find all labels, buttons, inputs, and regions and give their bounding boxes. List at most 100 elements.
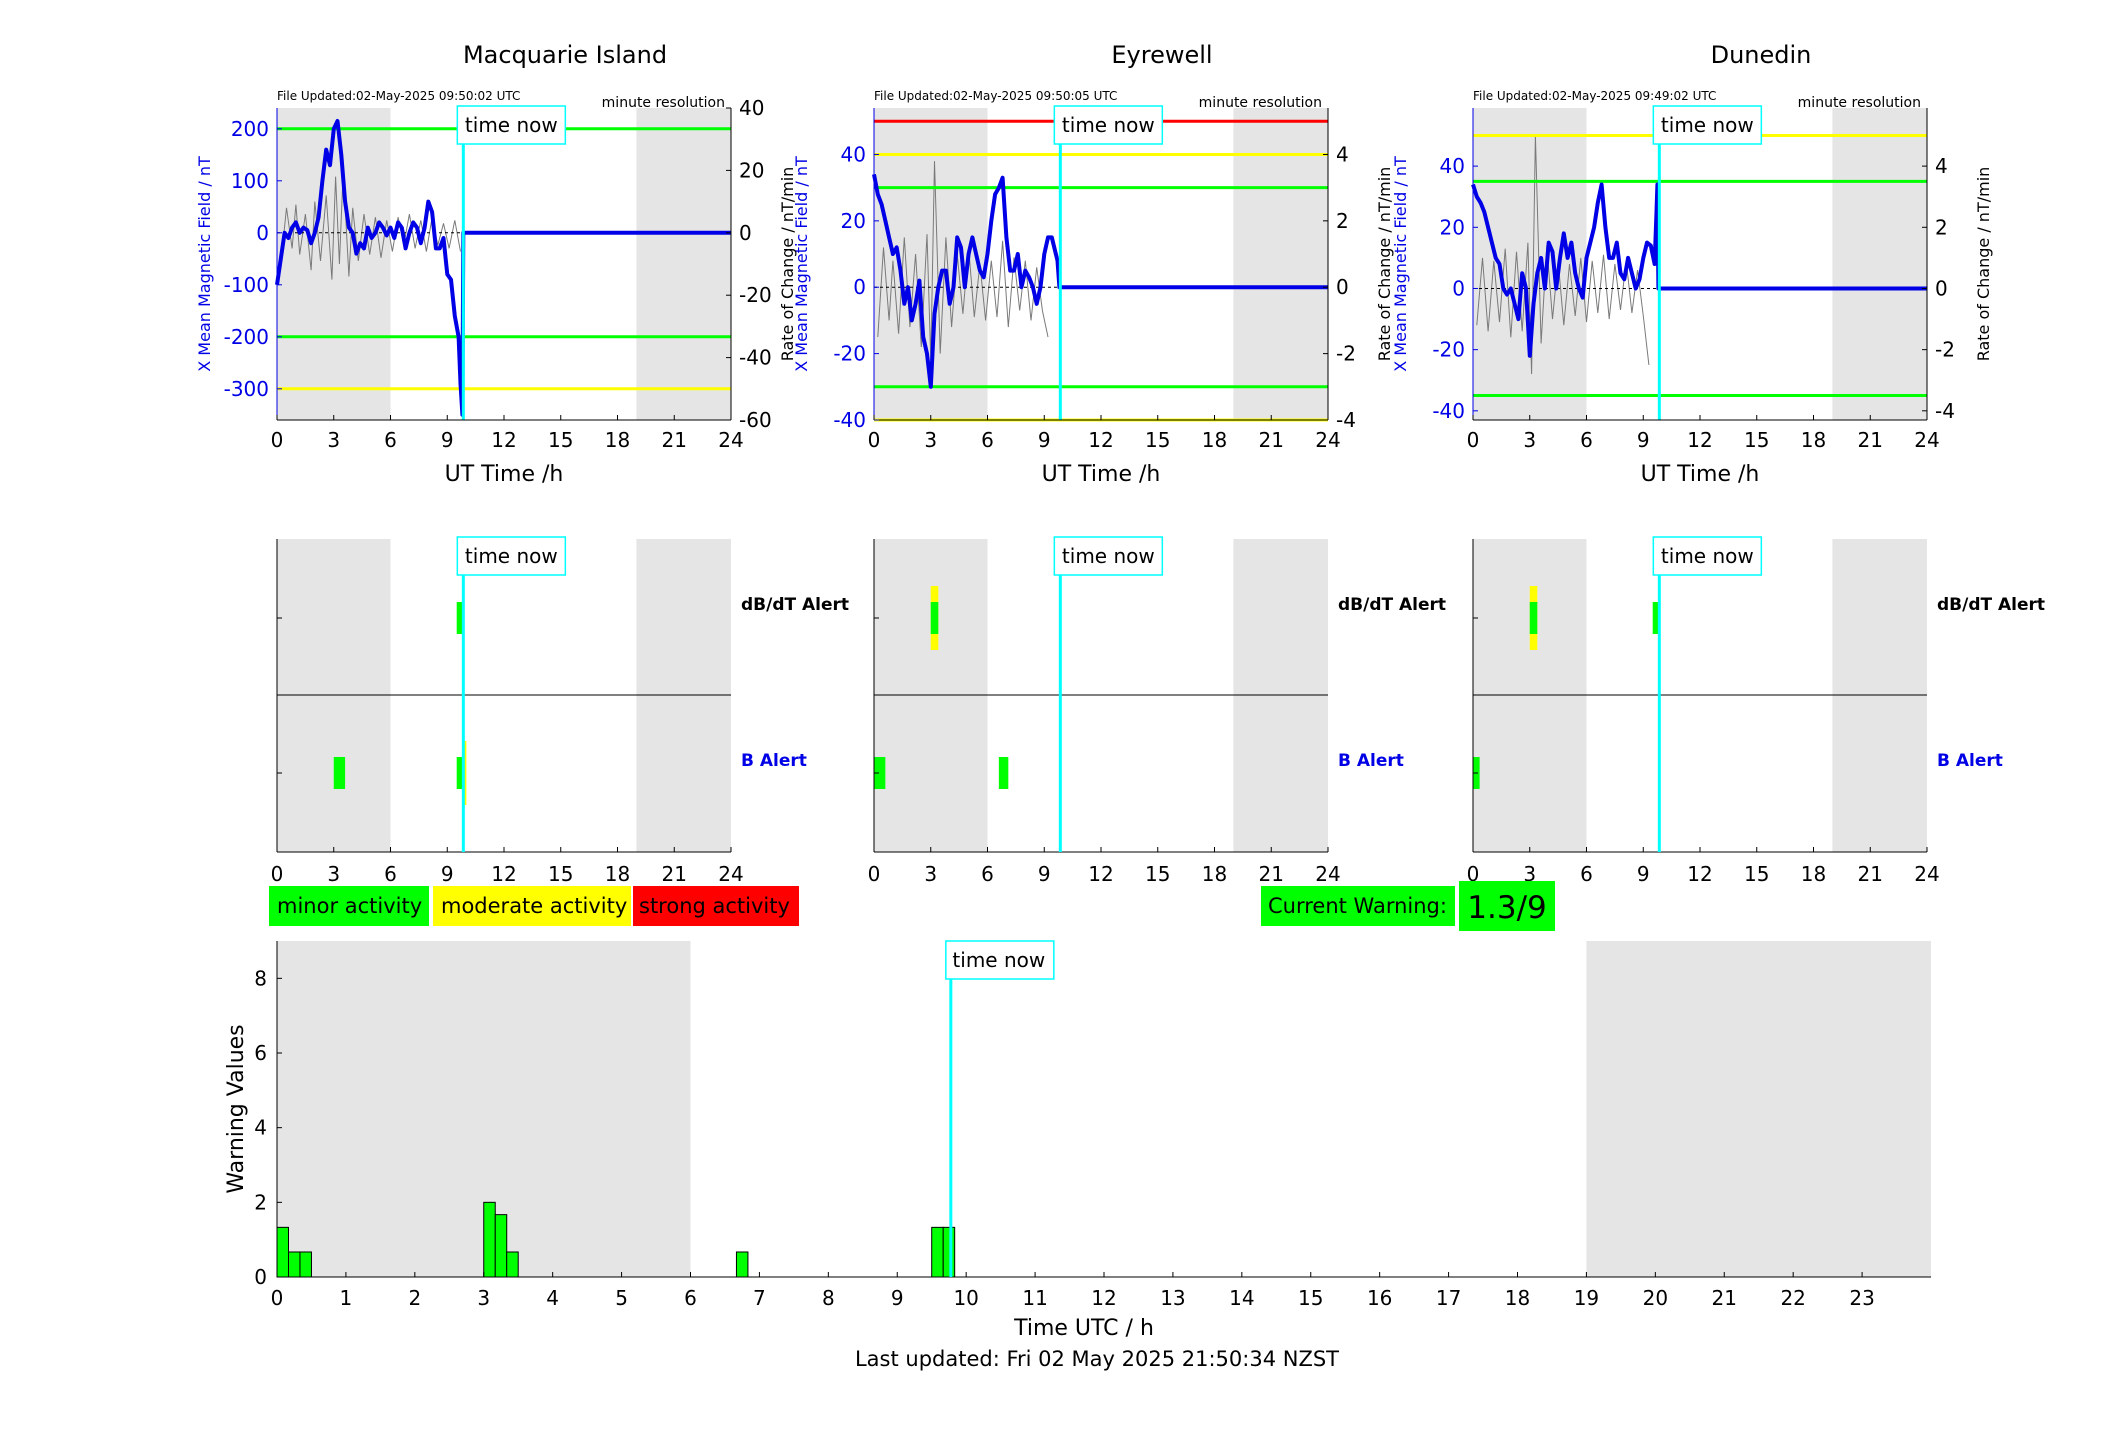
y-right-tick-label: -2 — [1935, 338, 1955, 362]
magnetic-field-line — [1471, 182, 1927, 358]
x-tick-label: 6 — [1580, 428, 1593, 452]
night-shade — [1586, 941, 1931, 1277]
b-alert-label: B Alert — [1937, 751, 2003, 771]
x-tick-label: 9 — [441, 862, 454, 886]
activity-legend: minor activity moderate activity strong … — [269, 886, 799, 926]
y-axis-label: Warning Values — [224, 1024, 249, 1193]
x-tick-label: 0 — [1467, 428, 1480, 452]
x-tick-label: 24 — [1914, 862, 1939, 886]
x-tick-label: 18 — [1202, 862, 1227, 886]
x-tick-label: 3 — [924, 428, 937, 452]
time-now-label: time now — [1062, 113, 1155, 137]
x-tick-label: 16 — [1367, 1286, 1392, 1310]
x-tick-label: 14 — [1229, 1286, 1254, 1310]
x-tick-label: 24 — [718, 428, 743, 452]
file-updated: File Updated:02-May-2025 09:50:02 UTC — [277, 89, 520, 103]
station-title: Eyrewell — [1111, 41, 1212, 69]
x-tick-label: 0 — [868, 862, 881, 886]
x-tick-label: 0 — [1467, 862, 1480, 886]
y-tick-label: -20 — [833, 342, 866, 366]
x-tick-label: 15 — [1298, 1286, 1323, 1310]
x-tick-label: 6 — [684, 1286, 697, 1310]
y-right-tick-label: 4 — [1935, 154, 1948, 178]
b-alert-bar — [874, 757, 886, 789]
night-shade — [1832, 108, 1927, 420]
y-right-axis-label: Rate of Change / nT/min — [1375, 167, 1394, 362]
x-tick-label: 6 — [1580, 862, 1593, 886]
y-tick-label: -20 — [1432, 338, 1465, 362]
x-tick-label: 17 — [1436, 1286, 1461, 1310]
x-tick-label: 9 — [1038, 428, 1051, 452]
x-axis-label: Time UTC / h — [1013, 1316, 1154, 1341]
y-right-axis-label: Rate of Change / nT/min — [778, 167, 797, 362]
current-warning: Current Warning: 1.3/9 — [1261, 881, 1555, 931]
x-tick-label: 3 — [1523, 428, 1536, 452]
rate-of-change-line — [280, 170, 461, 280]
time-now-box — [456, 536, 567, 576]
minor-activity-swatch — [269, 886, 429, 926]
b-alert-bar — [456, 757, 463, 789]
resolution-label: minute resolution — [602, 95, 725, 111]
current-warning-value-box — [1459, 881, 1555, 931]
time-now-box — [1652, 536, 1763, 576]
x-tick-label: 4 — [546, 1286, 559, 1310]
x-tick-label: 12 — [491, 862, 516, 886]
x-tick-label: 9 — [441, 428, 454, 452]
x-tick-label: 12 — [1687, 428, 1712, 452]
night-shade — [636, 108, 731, 420]
y-tick-label: 40 — [841, 142, 866, 166]
db-dt-alert-bar — [456, 602, 463, 634]
x-tick-label: 12 — [1687, 862, 1712, 886]
db-dt-alert-bar — [1529, 602, 1538, 634]
x-tick-label: 24 — [718, 862, 743, 886]
y-tick-label: 20 — [841, 209, 866, 233]
x-tick-label: 6 — [384, 428, 397, 452]
warning-values-chart: 0 1 2 3 4 5 6 7 8 9 10 11 12 13 14 15 16 17 18 19 20 21 22 2302… — [224, 940, 1931, 1341]
x-axis-label: UT Time /h — [1641, 462, 1760, 487]
y-axis-label: X Mean Magnetic Field / nT — [1391, 156, 1410, 372]
alert-panel-2: time now 0 3 6 9 12 15 18 21 24 dB/dT Alert B Alert — [1467, 536, 2045, 886]
x-tick-label: 12 — [1088, 862, 1113, 886]
x-tick-label: 18 — [1505, 1286, 1530, 1310]
x-tick-label: 18 — [605, 428, 630, 452]
x-tick-label: 3 — [327, 862, 340, 886]
x-tick-label: 5 — [615, 1286, 628, 1310]
y-tick-label: -200 — [224, 325, 269, 349]
file-updated: File Updated:02-May-2025 09:49:02 UTC — [1473, 89, 1716, 103]
x-tick-label: 3 — [924, 862, 937, 886]
x-tick-label: 0 — [271, 1286, 284, 1310]
time-now-box — [1652, 105, 1763, 145]
y-tick-label: -100 — [224, 273, 269, 297]
moderate-activity-swatch — [433, 886, 631, 926]
db-dt-alert-label: dB/dT Alert — [1338, 595, 1446, 615]
warning-bar — [931, 1226, 944, 1278]
x-tick-label: 15 — [1744, 428, 1769, 452]
station-title: Dunedin — [1711, 41, 1812, 69]
minor-activity-label: minor activity — [277, 894, 422, 918]
db-dt-alert-bar — [1652, 602, 1659, 634]
night-shade — [1233, 108, 1328, 420]
warning-bar — [735, 1251, 749, 1278]
time-now-label: time now — [1661, 544, 1754, 568]
warning-bar — [276, 1226, 289, 1278]
x-tick-label: 9 — [891, 1286, 904, 1310]
strong-activity-label: strong activity — [639, 894, 790, 918]
x-tick-label: 6 — [981, 862, 994, 886]
magnetic-field-line — [275, 119, 731, 417]
warning-bar — [483, 1201, 496, 1278]
db-dt-alert-bar — [930, 602, 939, 634]
time-now-label: time now — [465, 113, 558, 137]
x-tick-label: 15 — [1145, 428, 1170, 452]
strong-activity-swatch — [633, 886, 799, 926]
y-right-tick-label: -40 — [739, 346, 772, 370]
time-now-label: time now — [952, 948, 1045, 972]
x-tick-label: 21 — [1259, 428, 1284, 452]
x-tick-label: 1 — [340, 1286, 353, 1310]
night-shade — [277, 108, 391, 420]
x-tick-label: 13 — [1160, 1286, 1185, 1310]
y-right-tick-label: -4 — [1336, 408, 1356, 432]
time-now-label: time now — [1661, 113, 1754, 137]
x-tick-label: 3 — [477, 1286, 490, 1310]
